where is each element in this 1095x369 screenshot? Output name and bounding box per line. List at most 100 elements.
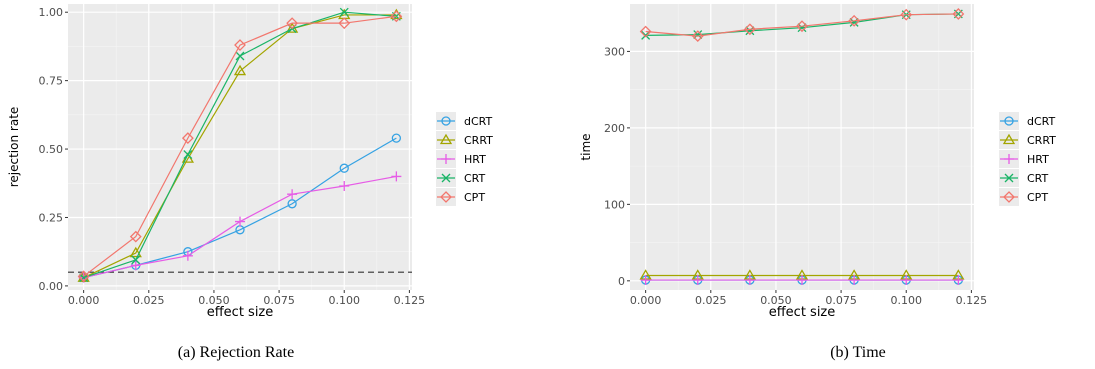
x-tick-label: 0.000 [68, 294, 100, 307]
caption-rejection-rate: (a) Rejection Rate [178, 344, 294, 361]
legend-label: dCRT [464, 115, 493, 128]
y-tick-label: 0.50 [39, 143, 64, 156]
legend-item-dcrt: dCRT [436, 112, 493, 130]
data-point-crt [183, 150, 193, 159]
data-point-crrt [233, 64, 247, 76]
legend-item-crrt: CRRT [999, 131, 1056, 149]
series-hrt [640, 275, 964, 286]
x-tick-label: 0.100 [328, 294, 360, 307]
legend-item-cpt: CPT [436, 188, 485, 206]
data-point-crt [745, 26, 755, 36]
legend-item-cpt: CPT [999, 188, 1048, 206]
series-cpt [639, 8, 965, 43]
legend-label: HRT [464, 153, 486, 166]
data-point-hrt [797, 275, 807, 286]
series-line-cpt [645, 13, 959, 37]
panel-time: 0.000 0.025 0.050 0.075 0.100 0.125 0 100 200 30… [579, 4, 1056, 361]
legend-marker [440, 191, 452, 203]
legend-label: CRRT [464, 134, 493, 147]
data-point-hrt [692, 275, 703, 286]
x-tick-label: 0.050 [198, 294, 230, 307]
data-point-crrt [129, 246, 142, 258]
data-point-hrt [849, 275, 860, 286]
data-point-hrt [235, 216, 245, 227]
y-ticks-rejection-rate: 0.00 0.25 0.50 0.75 1.00 [39, 6, 68, 293]
series-time [639, 8, 965, 286]
x-tick-label: 0.075 [263, 294, 295, 307]
y-axis-title-rejection-rate: rejection rate [7, 107, 21, 188]
data-point-hrt [130, 260, 141, 271]
series-line-cpt [83, 15, 397, 277]
x-ticks-time: 0.000 0.025 0.050 0.075 0.100 0.125 [630, 290, 987, 307]
data-point-hrt [901, 275, 912, 286]
data-point-cpt [639, 25, 652, 38]
legend-item-crrt: CRRT [436, 131, 493, 149]
legend-label: CPT [1027, 191, 1048, 204]
legend-label: CRT [464, 172, 486, 185]
series-rejection-rate [77, 7, 403, 283]
legend-marker [1002, 133, 1016, 145]
y-tick-label: 200 [604, 122, 625, 135]
x-tick-label: 0.050 [760, 294, 792, 307]
panel-rejection-rate: 0.000 0.025 0.050 0.075 0.100 0.125 0.000.250… [7, 4, 493, 361]
data-point-cpt [952, 8, 965, 20]
y-tick-label: 0 [618, 275, 625, 288]
data-point-cpt [900, 8, 913, 21]
legend-marker [1004, 116, 1014, 126]
legend-label: CRT [1027, 172, 1049, 185]
y-tick-label: 0.00 [39, 280, 64, 293]
y-tick-label: 1.00 [39, 6, 64, 19]
data-point-dcrt [287, 199, 297, 209]
legend-item-crt: CRT [436, 169, 486, 187]
data-point-hrt [287, 189, 298, 200]
data-point-hrt [640, 275, 651, 286]
legend-time: dCRT CRRT HRT CRT CPT [999, 112, 1056, 206]
y-tick-label: 300 [604, 45, 625, 58]
legend-item-dcrt: dCRT [999, 112, 1056, 130]
data-point-crt [131, 255, 141, 265]
data-point-crt [235, 51, 245, 61]
data-point-hrt [339, 181, 350, 191]
data-point-crt [339, 7, 349, 17]
x-tick-label: 0.075 [825, 294, 857, 307]
legend-item-crt: CRT [999, 169, 1049, 187]
legend-marker [441, 173, 451, 183]
data-point-hrt [391, 171, 402, 182]
legend-rejection-rate: dCRT CRRT HRT CRT CPT [436, 112, 493, 206]
y-tick-label: 100 [604, 198, 625, 211]
data-point-hrt [182, 250, 193, 261]
data-point-cpt [129, 230, 142, 243]
data-point-cpt [390, 10, 403, 23]
legend-label: dCRT [1027, 115, 1056, 128]
plot-area-rejection-rate [68, 4, 412, 290]
caption-time: (b) Time [830, 344, 886, 361]
grid-time [630, 4, 974, 290]
data-point-crt [849, 17, 859, 27]
data-point-dcrt [391, 133, 402, 143]
legend-marker [1003, 191, 1015, 203]
y-tick-label: 0.75 [39, 75, 64, 88]
data-point-crt [641, 30, 651, 40]
data-point-cpt [691, 30, 704, 43]
x-ticks-rejection-rate: 0.000 0.025 0.050 0.075 0.100 0.125 [68, 290, 425, 307]
x-tick-label: 0.000 [630, 294, 662, 307]
data-point-cpt [286, 17, 299, 30]
y-tick-label: 0.25 [39, 211, 64, 224]
y-axis-title-time: time [579, 133, 593, 160]
data-point-cpt [77, 270, 90, 283]
x-tick-label: 0.100 [890, 294, 922, 307]
legend-item-hrt: HRT [436, 150, 486, 168]
data-point-dcrt [339, 163, 349, 173]
data-point-hrt [953, 275, 964, 286]
legend-marker [1004, 154, 1014, 164]
series-cpt [77, 10, 403, 283]
legend-label: CRRT [1027, 134, 1056, 147]
legend-marker [1004, 173, 1014, 183]
data-point-cpt [796, 20, 808, 33]
x-axis-title-time: effect size [769, 305, 836, 320]
legend-marker [441, 116, 451, 126]
data-point-cpt [338, 17, 351, 30]
x-tick-label: 0.125 [956, 294, 988, 307]
data-point-hrt [744, 275, 755, 286]
